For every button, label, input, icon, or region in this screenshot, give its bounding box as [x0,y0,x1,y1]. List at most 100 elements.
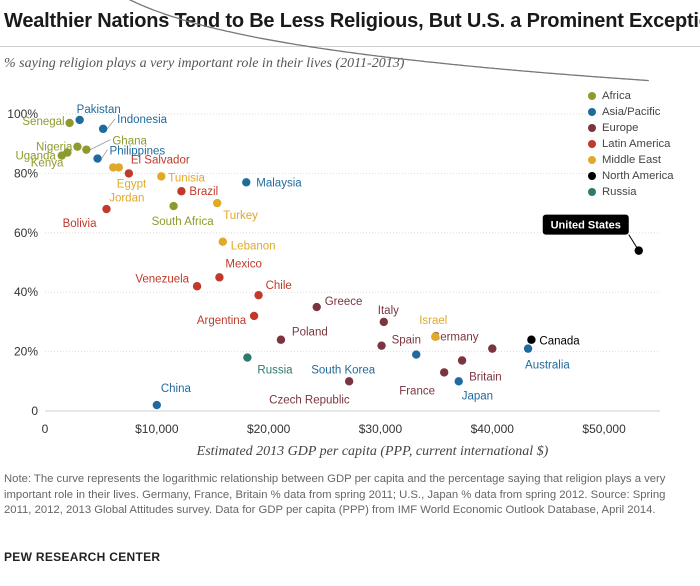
point-label-greece: Greece [325,296,363,308]
leader-line-ghana [90,139,111,150]
legend-swatch [588,156,596,164]
point-brazil [177,187,186,196]
scatter-chart: 0 20% 40% 60% 80% 100% 0 $10,000 $20,000 $30,000 $… [7,0,660,459]
point-label-tunisia: Tunisia [168,172,205,184]
point-israel [431,332,440,341]
point-russia [243,353,252,362]
x-tick-label-20000: $20,000 [247,422,291,436]
point-label-canada: Canada [539,336,580,348]
point-lebanon [218,237,227,246]
point-label-malaysia: Malaysia [256,177,302,189]
point-france [439,368,449,377]
y-tick-label-80: 80% [14,166,38,180]
x-tick-label-40000: $40,000 [471,422,515,436]
point-indonesia [98,124,108,134]
point-label-venezuela: Venezuela [135,273,189,285]
point-japan [454,377,463,386]
point-pakistan [75,115,84,125]
point-label-china: China [161,383,192,395]
point-label-russia: Russia [257,365,293,377]
point-label-pakistan: Pakistan [77,104,121,116]
point-label-south-africa: South Africa [152,216,215,228]
point-bolivia [102,204,111,214]
point-label-south-korea: South Korea [311,365,376,377]
point-label-uganda: Uganda [15,151,56,163]
point-label-brazil: Brazil [189,186,218,198]
legend-label: Middle East [602,154,662,166]
point-label-ghana: Ghana [112,136,147,148]
x-tick-label-30000: $30,000 [359,422,403,436]
point-label-japan: Japan [462,390,493,402]
point-label-philippines: Philippines [110,146,166,158]
point-label-israel: Israel [419,315,447,327]
point-label-germany: Germany [431,332,479,344]
point-label-egypt: Egypt [117,178,147,190]
legend-item-russia: Russia [588,184,674,200]
x-axis-title: Estimated 2013 GDP per capita (PPP, curr… [196,444,549,459]
leader-line-indonesia [106,118,116,130]
legend-swatch [588,188,596,196]
point-greece [312,302,321,312]
point-ghana [82,145,91,154]
point-label-senegal: Senegal [22,116,64,128]
point-nigeria [73,142,82,151]
point-label-el-salvador: El Salvador [131,154,190,166]
point-label-italy: Italy [378,305,399,317]
x-tick-label-50000: $50,000 [582,422,626,436]
x-tick-label-10000: $10,000 [135,422,179,436]
legend-swatch [588,124,596,132]
point-philippines [93,154,102,163]
point-label-france: France [399,385,435,397]
point-jordan [109,163,118,172]
point-venezuela [192,282,202,291]
legend-swatch [588,172,596,180]
source-label: PEW RESEARCH CENTER [4,550,161,564]
y-tick-label-60: 60% [14,226,38,240]
legend-swatch [588,140,596,148]
point-label-bolivia: Bolivia [63,218,97,230]
point-australia [523,344,533,353]
y-tick-label-0: 0 [31,404,38,418]
point-chile [254,290,263,300]
x-tick-label-0: 0 [42,422,49,436]
point-italy [379,317,389,327]
footer-note: Note: The curve represents the logarithm… [4,473,666,516]
point-label-britain: Britain [469,372,502,384]
point-tunisia [157,172,166,181]
point-argentina [249,311,259,321]
legend-item-latin-america: Latin America [588,136,674,152]
chart-subtitle: % saying religion plays a very important… [4,56,405,71]
legend-item-europe: Europe [588,120,674,136]
legend-label: Africa [602,90,631,102]
point-label-turkey: Turkey [223,210,258,222]
point-china [152,400,162,410]
point-label-jordan: Jordan [109,192,144,204]
point-spain [377,341,386,350]
point-label-mexico: Mexico [225,258,261,270]
point-south-korea [412,350,421,359]
chart-title: Wealthier Nations Tend to Be Less Religi… [4,10,700,32]
legend-label: Latin America [602,138,671,150]
legend-label: Asia/Pacific [602,106,661,118]
point-germany [488,344,497,353]
y-tick-label-20: 20% [14,345,38,359]
legend-item-middle-east: Middle East [588,152,674,168]
y-tick-label-40: 40% [14,285,38,299]
legend-item-asia-pacific: Asia/Pacific [588,104,674,120]
leader-line-philippines [101,149,108,159]
chart-legend: Africa Asia/Pacific Europe Latin America Mid… [588,88,674,200]
point-south-africa [169,201,178,211]
point-label-indonesia: Indonesia [117,114,167,126]
point-britain [457,356,467,365]
point-kenya [63,148,72,157]
legend-label: North America [602,170,674,182]
callout-box-united-states [542,214,629,235]
point-mexico [215,273,224,282]
point-label-czech-republic: Czech Republic [269,394,350,406]
legend-swatch [588,92,596,100]
point-malaysia [242,178,251,187]
point-label-united-states: United States [551,220,621,232]
point-united-states [634,246,643,255]
point-el-salvador [124,169,134,178]
point-czech-republic [344,377,354,386]
